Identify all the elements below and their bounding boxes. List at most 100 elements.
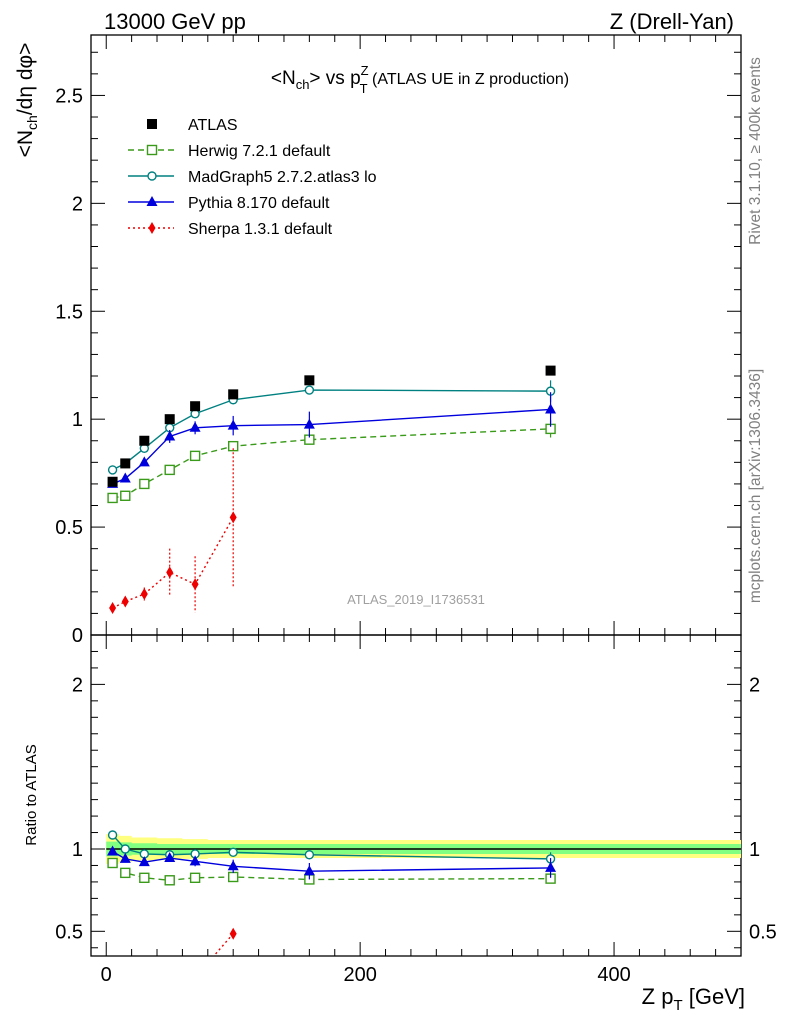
series-sherpa	[109, 448, 237, 615]
point-atlas	[304, 375, 315, 386]
series-line-sherpa	[212, 933, 234, 956]
title-sub-ch: ch	[296, 77, 310, 92]
x-axis-label: Z pT [GeV]	[642, 984, 745, 1014]
legend-label-sherpa: Sherpa 1.3.1 default	[188, 221, 333, 238]
process-label: Z (Drell-Yan)	[610, 9, 734, 34]
legend-label-atlas: ATLAS	[188, 117, 238, 134]
point-sherpa	[191, 578, 199, 591]
main-panel: 00.511.522.5 ATLAS_2019_I1736531 <Nch> v…	[14, 34, 742, 647]
point-atlas	[139, 435, 150, 446]
point-herwig	[120, 490, 131, 501]
rivet-label: Rivet 3.1.10, ≥ 400k events	[747, 57, 764, 245]
series-herwig	[107, 420, 556, 504]
point-herwig	[164, 464, 175, 476]
mcplots-label: mcplots.cern.ch [arXiv:1306.3436]	[747, 369, 764, 603]
ylabel-pre: <N	[14, 130, 37, 157]
point-sherpa	[229, 511, 237, 524]
legend-marker-atlas	[147, 119, 157, 129]
legend-label-madgraph: MadGraph5 2.7.2.atlas3 lo	[188, 169, 377, 186]
point-pythia	[545, 861, 557, 872]
point-herwig	[189, 450, 201, 462]
series-line-herwig	[112, 862, 551, 881]
collision-label: 13000 GeV pp	[104, 9, 246, 34]
series-line-herwig	[112, 428, 551, 499]
point-herwig	[107, 492, 118, 504]
y-tick-label: 2.5	[55, 85, 83, 107]
point-pythia	[164, 430, 176, 441]
legend-item-atlas: ATLAS	[147, 117, 238, 134]
point-atlas	[164, 414, 175, 425]
ratio-y-tick-label: 0.5	[55, 921, 83, 943]
point-herwig	[120, 867, 131, 879]
series-herwig	[107, 857, 556, 886]
title-pre: <N	[271, 68, 296, 89]
ratio-ticks: 0.5 0.5 1 1 2 2 0 200 400	[55, 635, 777, 986]
point-herwig	[189, 872, 201, 884]
series-pythia	[107, 845, 557, 880]
point-herwig	[107, 857, 118, 869]
ratio-y-tick-label-right: 0.5	[749, 921, 777, 943]
ratio-uncertainty-band	[106, 834, 741, 864]
ratio-y-tick-label-right: 1	[749, 839, 760, 861]
point-atlas	[190, 401, 201, 412]
y-tick-label: 1.5	[55, 301, 83, 323]
point-atlas	[107, 476, 118, 487]
y-tick-label: 0	[72, 625, 83, 647]
point-pythia	[227, 419, 239, 430]
y-tick-label: 2	[72, 193, 83, 215]
legend-marker-herwig	[146, 144, 158, 156]
point-madgraph	[107, 830, 118, 840]
title-sub-t: T	[360, 81, 368, 96]
point-madgraph	[304, 385, 315, 395]
y-tick-label: 0.5	[55, 517, 83, 539]
legend-item-madgraph: MadGraph5 2.7.2.atlas3 lo	[128, 169, 377, 186]
series-madgraph	[107, 380, 556, 475]
legend-label-pythia: Pythia 8.170 default	[188, 195, 330, 212]
x-tick-label: 400	[597, 964, 630, 986]
title-post: (ATLAS UE in Z production)	[368, 71, 570, 88]
point-pythia	[119, 472, 131, 483]
ratio-y-tick-label: 1	[72, 839, 83, 861]
point-pythia	[303, 418, 315, 429]
analysis-watermark: ATLAS_2019_I1736531	[347, 592, 485, 607]
legend-item-herwig: Herwig 7.2.1 default	[128, 143, 331, 160]
point-pythia	[138, 856, 150, 867]
series-line-pythia	[112, 408, 551, 485]
point-herwig	[139, 478, 150, 490]
point-herwig	[164, 875, 175, 886]
legend-marker-pythia	[146, 196, 158, 206]
point-atlas	[228, 389, 239, 400]
point-madgraph	[107, 465, 118, 475]
main-y-ticks: 0 0.5 1 1.5 2 2.5	[55, 35, 742, 647]
point-pythia	[138, 456, 150, 467]
series-sherpa	[212, 927, 237, 956]
title-mid: > vs p	[309, 68, 360, 89]
point-herwig	[227, 440, 239, 452]
point-pythia	[189, 421, 201, 432]
series-line-sherpa	[112, 517, 234, 609]
ratio-y-tick-label-right: 2	[749, 674, 760, 696]
ylabel-post: /dη dφ>	[14, 43, 37, 116]
xlabel-sub: T	[673, 997, 682, 1014]
point-madgraph	[120, 844, 130, 854]
point-pythia	[303, 865, 315, 876]
x-tick-label: 0	[101, 964, 112, 986]
point-sherpa	[140, 587, 148, 600]
legend-marker-madgraph	[147, 171, 157, 181]
point-madgraph	[304, 850, 315, 860]
point-pythia	[107, 845, 119, 856]
legend-label-herwig: Herwig 7.2.1 default	[188, 143, 331, 160]
legend-item-pythia: Pythia 8.170 default	[128, 195, 330, 212]
ylabel-sub: ch	[24, 115, 40, 130]
ratio-plot-frame	[90, 634, 742, 957]
point-sherpa	[166, 566, 174, 579]
point-atlas	[545, 365, 556, 376]
point-herwig	[139, 872, 150, 884]
main-series-layer	[107, 365, 557, 615]
chart-title: <Nch> vs pZ T (ATLAS UE in Z production)	[271, 63, 569, 96]
point-pythia	[119, 852, 131, 863]
series-line-madgraph	[112, 389, 551, 471]
point-pythia	[545, 403, 557, 414]
y-tick-label: 1	[72, 409, 83, 431]
